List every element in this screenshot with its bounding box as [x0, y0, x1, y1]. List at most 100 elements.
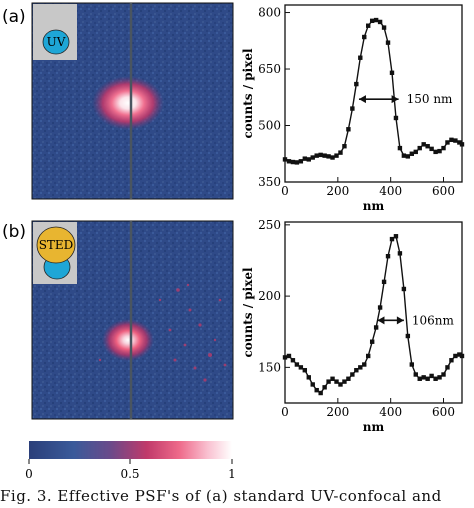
plot-b-fwhm-arrowhead-left: [377, 316, 385, 325]
plot-b-data-point: [429, 373, 434, 379]
plot-b-data-point: [326, 379, 331, 384]
plot-b-data-point: [389, 236, 395, 242]
plot-a-xlabel: nm: [363, 199, 385, 213]
plot-a: 0 200 400 600 350 500 650 800 nm counts / pixel 15…: [241, 4, 465, 213]
plot-b-ytick-label: 150: [258, 360, 281, 374]
inset-b-label: STED: [39, 238, 74, 252]
plot-b-data-point: [306, 375, 311, 380]
plot-b-data-point: [310, 382, 315, 387]
plot-a-data-point: [373, 17, 379, 23]
plot-a-data-point: [397, 145, 403, 151]
plot-b-data-point: [342, 379, 347, 384]
plot-b-data-point: [433, 376, 438, 381]
plot-b-data-point: [318, 390, 323, 396]
plot-a-data-point: [282, 157, 288, 162]
plot-a-xtick-label: 200: [326, 184, 349, 198]
image-panel-b: STED: [31, 220, 234, 420]
plot-a-data-point: [342, 144, 347, 149]
plot-a-ylabel: counts / pixel: [241, 48, 255, 139]
plot-b-data-point: [459, 353, 465, 359]
plot-a-data-point: [405, 154, 411, 159]
plot-a-data-point: [330, 155, 335, 160]
plot-a-data-point: [334, 153, 339, 158]
colorbar-gradient: [29, 441, 232, 459]
inset-a-circle: [42, 29, 70, 55]
plot-b-xtick-label: 0: [281, 405, 289, 419]
plot-a-data-point: [459, 142, 465, 147]
plot-b-data-point: [282, 355, 288, 360]
plot-b-data-point: [421, 375, 426, 380]
plot-b-data-point: [393, 234, 399, 239]
plot-a-data-point: [358, 55, 363, 60]
plot-a-data-point: [385, 40, 391, 45]
plot-a-data-point: [290, 159, 296, 165]
plot-b: 0 200 400 600 150 200 250 nm counts / pixel 106nm: [241, 218, 465, 434]
plot-b-xlabel: nm: [363, 420, 385, 434]
plot-b-data-point: [397, 251, 403, 256]
plot-b-data-point: [350, 372, 355, 377]
plot-a-data-point: [401, 153, 407, 158]
plot-a-xtick-label: 400: [379, 184, 402, 198]
plot-b-data-point: [413, 372, 418, 377]
plot-a-data-point: [433, 149, 438, 155]
image-panel-a: UV: [31, 2, 234, 200]
plot-a-data-point: [369, 18, 375, 24]
plot-b-data-point: [453, 353, 458, 359]
plot-a-data-point: [346, 127, 351, 132]
plot-a-data-point: [350, 106, 355, 111]
plot-a-data-point: [421, 142, 426, 147]
plot-a-fwhm-arrowhead-left: [358, 95, 366, 104]
plot-a-data-point: [389, 70, 395, 75]
plot-b-data-point: [286, 353, 292, 359]
plot-a-data-point: [314, 153, 319, 158]
plot-b-data-point: [445, 365, 450, 370]
plot-b-data-point: [449, 358, 454, 363]
plot-a-data-point: [425, 144, 430, 149]
inset-a-label: UV: [47, 35, 66, 49]
plot-b-data-point: [338, 382, 343, 387]
image-b-speckles: [98, 283, 227, 382]
plot-a-data-point: [449, 137, 454, 143]
plot-a-ytick-label: 350: [258, 175, 281, 189]
panel-letter-b: (b): [2, 222, 26, 242]
plot-b-data-point: [362, 362, 367, 367]
plot-b-data-point: [346, 376, 351, 381]
figure-caption: Fig. 3. Effective PSF's of (a) standard …: [0, 487, 442, 505]
plot-b-ytick-label: 200: [258, 289, 281, 303]
plot-b-xtick-label: 400: [379, 405, 402, 419]
inset-b-circle-sted: [36, 226, 76, 264]
plot-a-data-point: [354, 81, 359, 87]
plot-a-fwhm-label: 150 nm: [407, 92, 453, 106]
colorbar: 0 0.5 1: [25, 441, 236, 481]
plot-b-data-point: [334, 379, 339, 384]
plot-a-ytick-label: 800: [258, 6, 281, 20]
plot-a-data-point: [377, 19, 383, 25]
plot-b-data-point: [377, 305, 383, 310]
plot-a-data-point: [381, 25, 387, 30]
plot-b-data-point: [409, 362, 415, 367]
plot-b-data-point: [358, 365, 363, 370]
plot-b-fwhm-arrowhead-right: [396, 316, 404, 325]
plot-a-data-point: [437, 148, 442, 154]
colorbar-tick-1: 1: [228, 467, 236, 481]
plot-b-data-point: [366, 353, 371, 359]
panel-letter-a: (a): [2, 7, 26, 27]
plot-a-data-point: [318, 152, 323, 158]
plot-a-data-point: [413, 149, 418, 155]
plot-a-data-point: [417, 145, 422, 151]
plot-a-data-point: [302, 156, 308, 161]
plot-a-ytick-label: 500: [258, 119, 281, 133]
plot-b-data-point: [330, 376, 335, 381]
plot-a-xtick-label: 0: [281, 184, 289, 198]
plot-b-data-point: [405, 333, 411, 339]
plot-a-data-point: [453, 138, 458, 143]
plot-b-data-point: [314, 387, 319, 393]
plot-a-data-point: [429, 146, 434, 152]
figure-canvas: UV (a) STED (b) 0 0.5 1 0 200 400 600 350 500…: [2, 2, 465, 481]
image-a-psf-spot: [92, 76, 164, 130]
plot-b-data-point: [369, 339, 375, 344]
plot-a-data-point: [457, 140, 462, 145]
plot-b-ytick-label: 250: [258, 218, 281, 232]
plot-b-data-point: [437, 375, 442, 380]
plot-b-data-point: [425, 376, 430, 381]
